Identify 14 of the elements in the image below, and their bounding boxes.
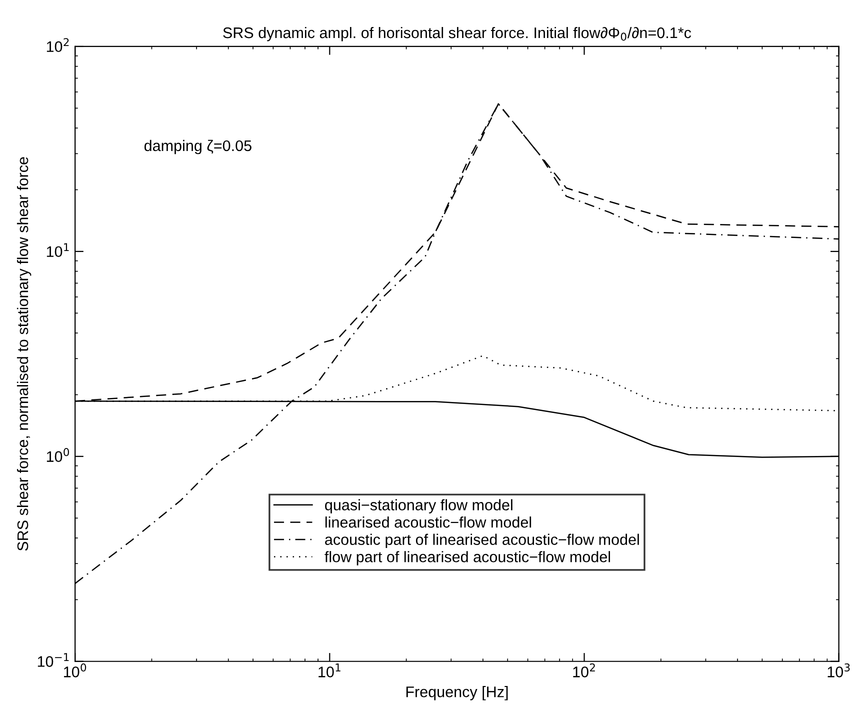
x-tick-label: 10$^{3}$: [828, 663, 850, 678]
legend-label: quasi−stationary flow model: [325, 499, 512, 514]
y-axis-title: SRS shear force, normalised to stationary flow shear force: [16, 157, 32, 551]
legend-label: flow part of linearised acoustic−flow model: [324, 551, 610, 566]
annotation: damping ζ=0.05: [144, 140, 252, 154]
x-axis-title: Frequency [Hz]: [406, 686, 508, 700]
legend-label: linearised acoustic−flow model: [325, 516, 532, 528]
x-tick-label: 10$^{2}$: [573, 663, 595, 678]
y-tick-label: 10$^{0}$: [46, 448, 70, 462]
x-tick-label: 10$^{1}$: [318, 664, 340, 678]
y-tick-label: 10$^{1}$: [46, 243, 69, 258]
y-tick-label: 10$^{2}$: [46, 38, 69, 52]
chart-title: SRS dynamic ampl. of horisontal shear force. Initial flow∂Φ$_{0}$/∂n=0.1*c: [223, 26, 692, 42]
legend-label: acoustic part of linearised acoustic−flow model: [325, 534, 639, 548]
